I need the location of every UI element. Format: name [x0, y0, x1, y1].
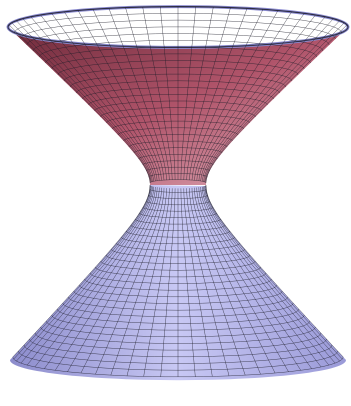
mesh-meridian [26, 186, 153, 366]
mesh-meridian [92, 9, 165, 181]
mesh-meridian [126, 188, 170, 376]
mesh-meridian [143, 188, 173, 377]
mesh-meridian [13, 185, 151, 360]
mesh-meridian [194, 187, 276, 374]
mesh-meridian [205, 24, 348, 183]
mesh-meridian [202, 16, 326, 182]
mesh-meridian [203, 18, 334, 182]
mesh-meridian [64, 11, 160, 181]
mesh-meridian [34, 186, 155, 368]
mesh-meridian [77, 10, 162, 181]
mesh-meridian [8, 24, 151, 183]
mesh-meridian [12, 184, 151, 358]
mesh-meridian [201, 186, 322, 368]
mesh-meridian [180, 188, 196, 377]
mesh-meridian [125, 7, 170, 180]
mesh-meridian [189, 188, 246, 376]
mesh-meridian [203, 186, 330, 366]
mesh-meridian [204, 185, 336, 364]
mesh-meridian [67, 187, 160, 372]
mesh-meridian [20, 185, 152, 364]
mesh-meridian [54, 187, 158, 371]
mesh-meridian [159, 6, 176, 180]
mesh-meridian [186, 188, 230, 376]
mesh-meridian [142, 6, 173, 180]
mesh-meridian [16, 20, 152, 183]
surface-mesh [7, 6, 349, 378]
mesh-meridian [22, 18, 153, 182]
mesh-meridian [205, 185, 340, 362]
mesh-meridian [205, 184, 344, 358]
mesh-meridian [183, 188, 213, 377]
mesh-meridian [205, 185, 343, 360]
mesh-meridian [110, 188, 167, 376]
mesh-meridian [160, 188, 176, 377]
mesh-meridian [196, 187, 289, 372]
mesh-meridian [194, 10, 279, 181]
mesh-meridian [80, 187, 162, 374]
mesh-meridian [205, 22, 345, 183]
mesh-meridian [200, 186, 312, 369]
mesh-meridian [30, 16, 154, 182]
mesh-meridian [16, 185, 151, 362]
mesh-meridian [198, 13, 305, 181]
top-edge [7, 6, 349, 48]
mesh-meridian [40, 14, 156, 182]
mesh-meridian [204, 20, 340, 183]
mesh-meridian [51, 13, 158, 181]
mesh-meridian [108, 8, 167, 180]
mesh-meridian [44, 186, 156, 369]
mesh-meridian [191, 187, 261, 375]
mesh-meridian [200, 14, 316, 182]
mesh-meridian [191, 9, 264, 181]
mesh-meridian [196, 11, 292, 181]
mesh-meridian [180, 6, 197, 180]
mesh-meridian [183, 6, 214, 180]
mesh-meridian [198, 187, 302, 371]
mesh-meridian [95, 187, 165, 375]
mesh-meridian [186, 7, 231, 180]
mesh-meridian [11, 22, 151, 183]
mesh-meridian [189, 8, 248, 180]
